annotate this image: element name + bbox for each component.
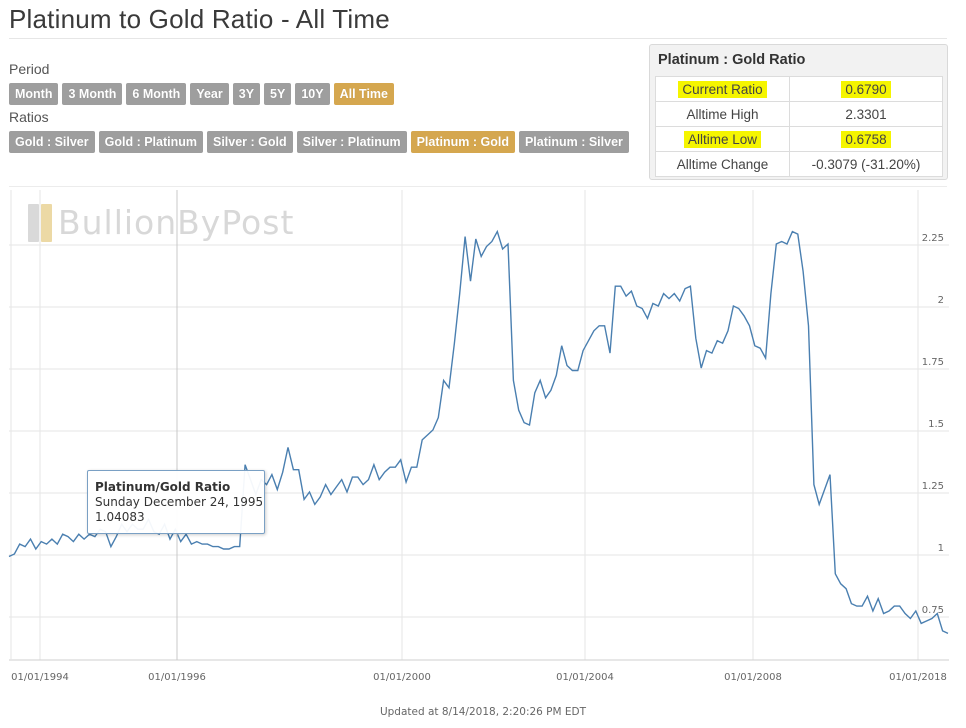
period-3month-button[interactable]: 3 Month [62,83,123,105]
period-3y-button[interactable]: 3Y [232,83,261,105]
y-tick-label: 1 [938,543,944,554]
title-divider [9,38,947,39]
ratio-gold-silver-button[interactable]: Gold : Silver [9,131,95,153]
alltime-low-label: Alltime Low [683,130,762,148]
alltime-high-label: Alltime High [655,101,790,127]
ratio-platinum-silver-button[interactable]: Platinum : Silver [518,131,629,153]
alltime-low-row: Alltime Low 0.6758 [655,126,943,152]
ratio-buttons: Gold : Silver Gold : Platinum Silver : G… [9,131,629,153]
y-tick-label: 1.5 [928,419,944,430]
logo-text: BullionByPost [58,203,295,242]
x-tick-label: 01/01/2008 [724,672,782,683]
period-buttons: Month 3 Month 6 Month Year 3Y 5Y 10Y All… [9,83,394,105]
y-tick-label: 2 [938,295,944,306]
period-month-button[interactable]: Month [9,83,59,105]
alltime-low-value: 0.6758 [841,130,891,148]
period-10y-button[interactable]: 10Y [295,83,330,105]
tooltip-date: Sunday December 24, 1995 [95,495,264,509]
period-year-button[interactable]: Year [190,83,229,105]
y-tick-label: 0.75 [922,605,944,616]
x-tick-label: 01/01/2000 [373,672,431,683]
current-ratio-value: 0.6790 [841,80,891,98]
ratio-summary-box: Platinum : Gold Ratio Current Ratio 0.67… [649,44,948,180]
chart-top-border [9,186,947,187]
bullionbypost-logo: BullionByPost [28,203,294,242]
ratios-label: Ratios [9,109,49,125]
tooltip-title: Platinum/Gold Ratio [95,480,231,494]
ratio-summary-table: Current Ratio 0.6790 Alltime High 2.3301… [655,76,943,177]
y-tick-label: 1.75 [922,357,944,368]
period-5y-button[interactable]: 5Y [264,83,292,105]
chart-tooltip: Platinum/Gold Ratio Sunday December 24, … [87,470,265,534]
x-tick-label: 01/01/1994 [11,672,69,683]
current-ratio-label: Current Ratio [678,80,767,98]
x-tick-label: 01/01/1996 [148,672,206,683]
x-tick-label: 01/01/2004 [556,672,614,683]
ratio-box-title: Platinum : Gold Ratio [658,52,806,68]
period-6month-button[interactable]: 6 Month [126,83,187,105]
y-tick-label: 1.25 [922,481,944,492]
ratio-line-chart[interactable]: 0.75 1 1.25 1.5 1.75 2 2.25 01/01/1994 01/01/19… [0,186,966,696]
x-tick-label: 01/01/2018 [889,672,947,683]
alltime-change-value: -0.3079 (-31.20%) [789,151,943,177]
alltime-high-row: Alltime High 2.3301 [655,101,943,127]
platinum-gold-ratio-line[interactable] [8,229,949,635]
ratio-platinum-gold-button[interactable]: Platinum : Gold [410,131,515,153]
period-all-time-button[interactable]: All Time [333,83,394,105]
alltime-change-label: Alltime Change [655,151,790,177]
alltime-high-value: 2.3301 [789,101,943,127]
updated-timestamp: Updated at 8/14/2018, 2:20:26 PM EDT [379,706,587,718]
tooltip-value: 1.04083 [95,510,145,524]
ratio-silver-platinum-button[interactable]: Silver : Platinum [296,131,407,153]
logo-bars-icon [28,203,52,242]
y-tick-label: 2.25 [922,233,944,244]
period-label: Period [9,61,50,77]
ratio-gold-platinum-button[interactable]: Gold : Platinum [98,131,203,153]
current-ratio-row: Current Ratio 0.6790 [655,76,943,102]
alltime-change-row: Alltime Change -0.3079 (-31.20%) [655,151,943,177]
ratio-silver-gold-button[interactable]: Silver : Gold [207,131,293,153]
page-title: Platinum to Gold Ratio - All Time [9,4,390,34]
